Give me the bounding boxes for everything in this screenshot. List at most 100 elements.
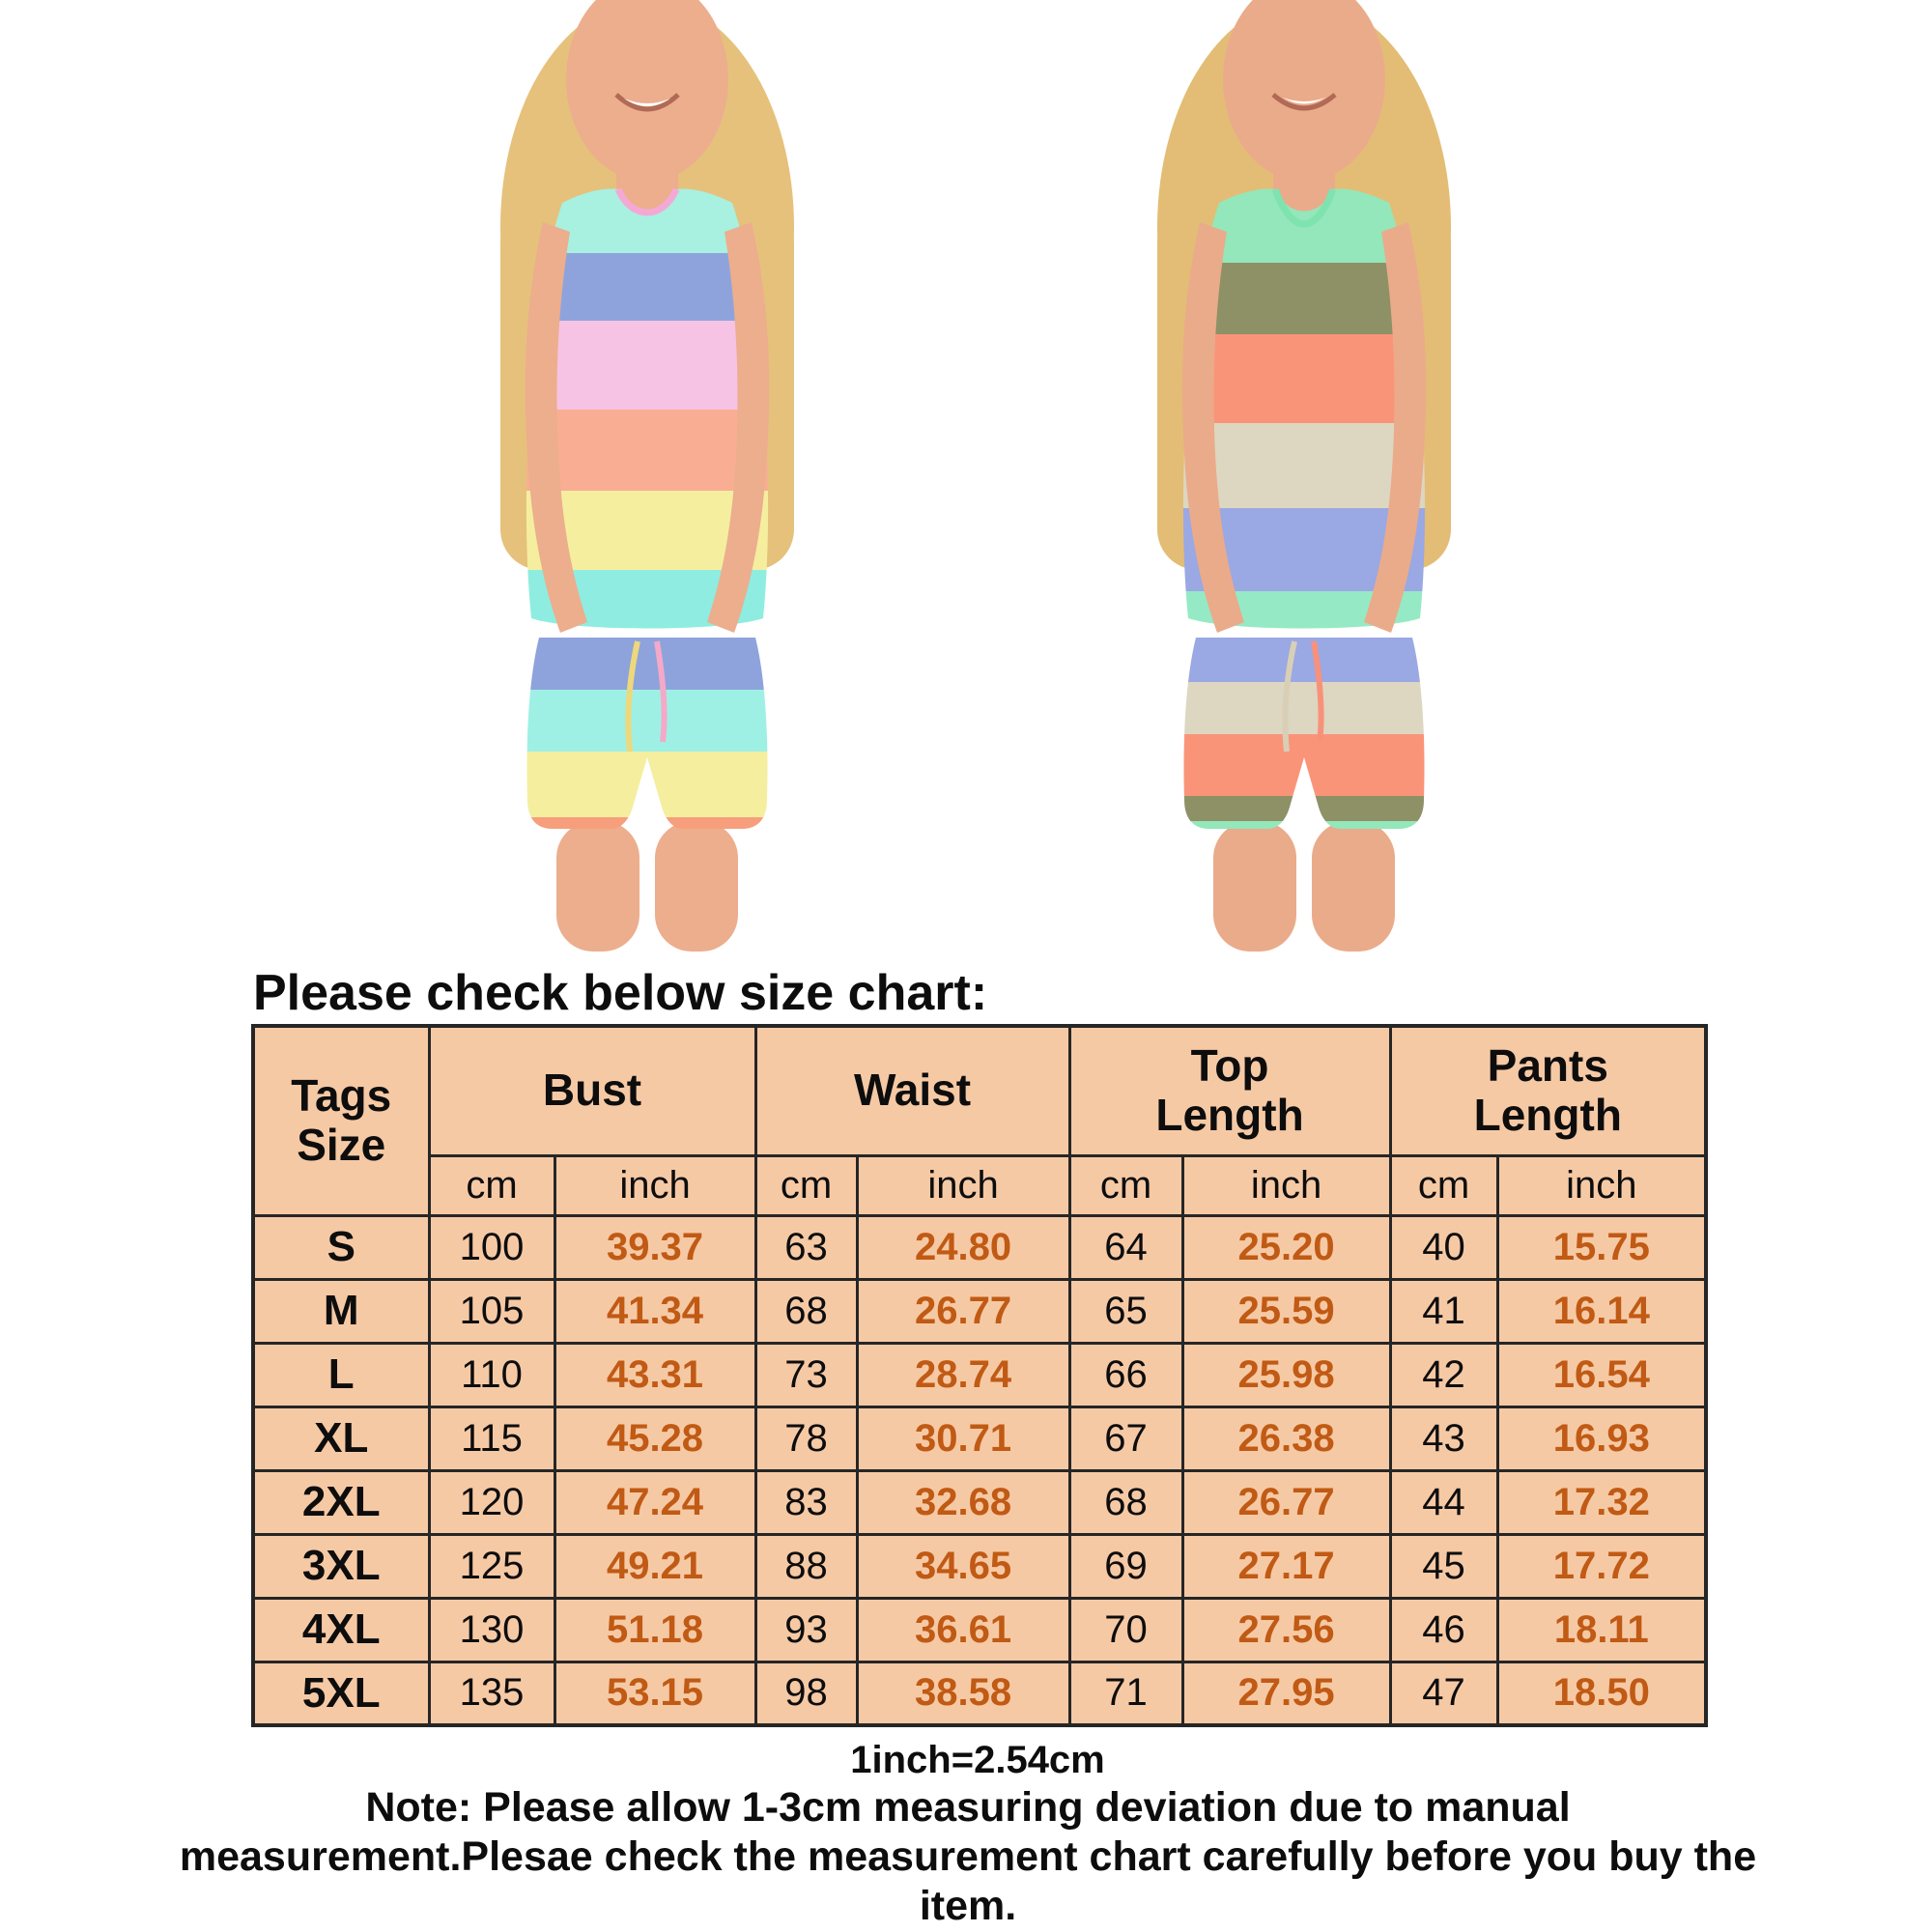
- pants-length-cm: 45: [1388, 1532, 1499, 1600]
- pants-length-cm: 43: [1388, 1405, 1499, 1472]
- waist-inch: 26.77: [855, 1277, 1071, 1345]
- waist-cm: 93: [753, 1596, 859, 1663]
- pants-length-inch: 18.50: [1495, 1660, 1708, 1727]
- pants-length-inch: 16.54: [1495, 1341, 1708, 1408]
- model-leg-left: [1213, 821, 1296, 952]
- size-label: M: [251, 1277, 431, 1345]
- waist-cm: 78: [753, 1405, 859, 1472]
- bust-inch: 47.24: [553, 1468, 757, 1536]
- group-header-top-length: Top Length: [1067, 1024, 1392, 1157]
- tank-stripe: [526, 253, 769, 321]
- bust-cm: 105: [427, 1277, 556, 1345]
- group-label: Bust: [542, 1065, 642, 1116]
- model-face: [566, 0, 728, 182]
- pants-length-inch: 17.72: [1495, 1532, 1708, 1600]
- pants-length-inch: 16.93: [1495, 1405, 1708, 1472]
- waist-cm: 68: [753, 1277, 859, 1345]
- tank-stripe: [526, 321, 769, 410]
- top-length-cm: 65: [1067, 1277, 1184, 1345]
- waist-inch: 24.80: [855, 1213, 1071, 1281]
- top-length-cm: 67: [1067, 1405, 1184, 1472]
- pants-length-cm: 47: [1388, 1660, 1499, 1727]
- tank-stripe: [1182, 423, 1426, 508]
- unit-header: cm: [1388, 1153, 1499, 1217]
- model-leg-right: [1312, 821, 1395, 952]
- waist-cm: 88: [753, 1532, 859, 1600]
- shorts: [526, 638, 768, 829]
- shorts-stripe: [526, 690, 768, 752]
- shorts-stripe: [526, 638, 768, 690]
- measurement-note: Note: Please allow 1-3cm measuring devia…: [179, 1784, 1757, 1929]
- top-length-inch: 25.20: [1180, 1213, 1392, 1281]
- waist-inch: 34.65: [855, 1532, 1071, 1600]
- pants-length-inch: 15.75: [1495, 1213, 1708, 1281]
- waist-cm: 63: [753, 1213, 859, 1281]
- product-photo-right: [1157, 0, 1451, 952]
- group-label: Waist: [854, 1065, 972, 1116]
- inch-cm-conversion: 1inch=2.54cm: [850, 1739, 1105, 1781]
- bust-inch: 43.31: [553, 1341, 757, 1408]
- size-chart-table: Tags Size Bust Waist Top Length Pants Le…: [251, 1024, 1709, 1727]
- shorts-hem: [526, 817, 768, 829]
- tank-neck-trim: [614, 187, 680, 216]
- top-length-cm: 71: [1067, 1660, 1184, 1727]
- pants-length-cm: 46: [1388, 1596, 1499, 1663]
- drawstring: [654, 640, 668, 743]
- bust-cm: 125: [427, 1532, 556, 1600]
- bust-cm: 110: [427, 1341, 556, 1408]
- bust-inch: 49.21: [553, 1532, 757, 1600]
- group-header-pants-length: Pants Length: [1388, 1024, 1708, 1157]
- drawstring: [625, 640, 640, 753]
- shorts: [1183, 638, 1425, 829]
- top-length-inch: 26.77: [1180, 1468, 1392, 1536]
- table-row: L 110 43.31 73 28.74 66 25.98 42 16.54: [251, 1341, 1708, 1408]
- bust-inch: 45.28: [553, 1405, 757, 1472]
- table-row: 4XL 130 51.18 93 36.61 70 27.56 46 18.11: [251, 1596, 1708, 1663]
- table-row: 5XL 135 53.15 98 38.58 71 27.95 47 18.50: [251, 1660, 1708, 1727]
- model-arm-right: [707, 222, 770, 633]
- group-header-bust: Bust: [427, 1024, 757, 1157]
- top-length-cm: 66: [1067, 1341, 1184, 1408]
- model-smile: [614, 93, 680, 112]
- table-row: 3XL 125 49.21 88 34.65 69 27.17 45 17.72: [251, 1532, 1708, 1600]
- group-label: Pants Length: [1473, 1039, 1622, 1141]
- top-length-inch: 27.17: [1180, 1532, 1392, 1600]
- size-label: 3XL: [251, 1532, 431, 1600]
- bust-inch: 53.15: [553, 1660, 757, 1727]
- drawstring: [1311, 640, 1324, 743]
- model-arm-left: [1181, 222, 1244, 633]
- unit-header: cm: [1067, 1153, 1184, 1217]
- shorts-stripe: [1183, 796, 1425, 821]
- model-arm-right: [1364, 222, 1427, 633]
- pants-length-cm: 41: [1388, 1277, 1499, 1345]
- model-arm-left: [525, 222, 587, 633]
- top-length-inch: 25.98: [1180, 1341, 1392, 1408]
- table-row: M 105 41.34 68 26.77 65 25.59 41 16.14: [251, 1277, 1708, 1345]
- model-face: [1223, 0, 1385, 182]
- shorts-stripe: [526, 752, 768, 817]
- pants-length-cm: 40: [1388, 1213, 1499, 1281]
- size-label: L: [251, 1341, 431, 1408]
- shorts-hem: [1183, 821, 1425, 829]
- pants-length-inch: 18.11: [1495, 1596, 1708, 1663]
- bust-inch: 41.34: [553, 1277, 757, 1345]
- top-length-cm: 70: [1067, 1596, 1184, 1663]
- group-label: Top Length: [1155, 1039, 1304, 1141]
- top-length-inch: 27.56: [1180, 1596, 1392, 1663]
- unit-header: inch: [855, 1153, 1071, 1217]
- pants-length-inch: 17.32: [1495, 1468, 1708, 1536]
- top-length-inch: 27.95: [1180, 1660, 1392, 1727]
- model-leg-left: [556, 821, 639, 952]
- unit-header: cm: [427, 1153, 556, 1217]
- size-label: S: [251, 1213, 431, 1281]
- waist-cm: 73: [753, 1341, 859, 1408]
- waist-inch: 30.71: [855, 1405, 1071, 1472]
- waist-inch: 32.68: [855, 1468, 1071, 1536]
- model-teeth: [1283, 98, 1325, 104]
- waist-cm: 98: [753, 1660, 859, 1727]
- size-chart-heading: Please check below size chart:: [253, 965, 988, 1021]
- unit-header: inch: [1180, 1153, 1392, 1217]
- model-leg-right: [655, 821, 738, 952]
- bust-inch: 39.37: [553, 1213, 757, 1281]
